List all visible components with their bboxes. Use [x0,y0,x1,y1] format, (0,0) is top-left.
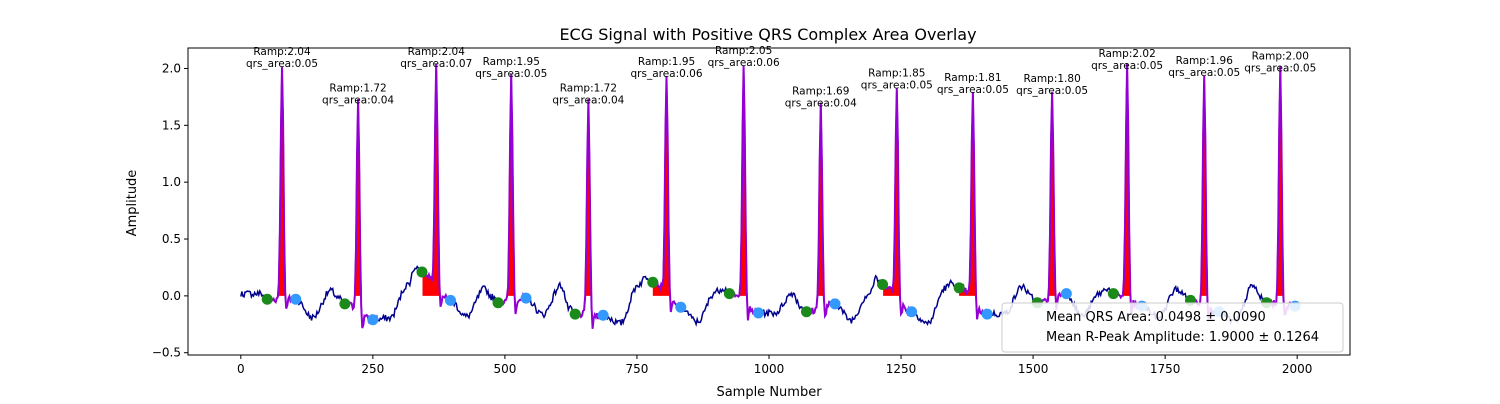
x-tick-label: 2000 [1282,362,1313,376]
qrs-area-label: qrs_area:0.05 [475,68,547,80]
y-tick-label: −0.5 [152,346,181,360]
ramp-label: Ramp:1.95 [638,56,695,68]
qrs-offset-marker [367,314,379,326]
x-axis-label: Sample Number [716,385,822,400]
qrs-offset-marker [675,301,687,313]
qrs-area-label: qrs_area:0.05 [937,84,1009,96]
ramp-label: Ramp:1.96 [1176,55,1234,67]
qrs-onset-marker [416,266,428,278]
qrs-onset-marker [492,297,504,309]
qrs-area-label: qrs_area:0.04 [785,98,857,110]
qrs-onset-marker [877,279,889,291]
qrs-area-label: qrs_area:0.05 [1244,62,1316,74]
qrs-offset-marker [829,298,841,310]
qrs-offset-marker [597,309,609,321]
qrs-area-label: qrs_area:0.07 [400,58,472,70]
x-axis-ticks: 0 250 500 750 1000 1250 1500 1750 2000 [237,355,1312,376]
qrs-onset-marker [1107,288,1119,300]
x-tick-label: 250 [361,362,384,376]
qrs-onset-marker [261,293,273,305]
legend-entry-mean-qrs-area: Mean QRS Area: 0.0498 ± 0.0090 [1046,310,1266,325]
qrs-onset-marker [569,308,581,320]
qrs-area-fill [1037,92,1066,296]
ramp-label: Ramp:2.02 [1098,48,1155,60]
ramp-label: Ramp:1.80 [1023,73,1080,85]
ramp-label: Ramp:1.95 [483,56,540,68]
qrs-area-fill [807,102,835,296]
qrs-area-label: qrs_area:0.05 [1091,60,1163,72]
legend-entry-mean-r-peak: Mean R-Peak Amplitude: 1.9000 ± 0.1264 [1046,330,1319,345]
y-tick-label: 0.0 [162,289,181,303]
ecg-signal-line [240,63,1298,329]
x-tick-label: 0 [237,362,245,376]
y-tick-label: 0.5 [162,232,181,246]
x-tick-label: 500 [493,362,516,376]
y-tick-label: 2.0 [162,61,181,75]
qrs-area-label: qrs_area:0.04 [552,94,624,106]
qrs-area-fill [883,88,912,296]
chart-title: ECG Signal with Positive QRS Complex Are… [559,25,976,44]
y-axis-label: Amplitude [125,170,140,237]
ramp-label: Ramp:2.00 [1252,50,1309,62]
y-tick-label: 1.5 [162,118,181,132]
qrs-area-label: qrs_area:0.06 [631,68,703,80]
qrs-offset-marker [906,306,918,318]
qrs-offset-marker [520,292,532,304]
legend-box [1001,302,1344,353]
ramp-label: Ramp:1.69 [792,86,849,98]
qrs-area-label: qrs_area:0.05 [861,80,933,92]
qrs-area-fill [959,92,987,296]
qrs-area-label: qrs_area:0.04 [322,94,394,106]
qrs-onset-marker [647,276,659,288]
qrs-onset-marker [801,306,813,318]
qrs-onset-marker [953,282,965,294]
qrs-area-fill [1113,63,1142,296]
x-tick-label: 1000 [754,362,785,376]
qrs-area-fill [1266,66,1296,296]
ramp-label: Ramp:2.05 [715,45,772,57]
x-tick-label: 1250 [886,362,917,376]
ramp-label: Ramp:1.85 [868,68,925,80]
ramp-label: Ramp:1.72 [329,82,386,94]
qrs-onset-marker [723,288,735,300]
signal-layer [240,63,1298,329]
qrs-segment-line [421,63,451,307]
qrs-area-layer [267,63,1296,296]
qrs-offset-marker [1060,288,1072,300]
qrs-offset-marker [290,293,302,305]
x-tick-label: 1750 [1150,362,1181,376]
qrs-offset-marker [752,307,764,319]
qrs-onset-marker [339,298,351,310]
annotation-layer: Ramp:2.04qrs_area:0.05Ramp:1.72qrs_area:… [246,45,1316,110]
qrs-area-fill [422,64,450,296]
ramp-label: Ramp:1.72 [560,82,617,94]
y-tick-label: 1.0 [162,175,181,189]
qrs-area-label: qrs_area:0.05 [246,58,318,70]
ramp-label: Ramp:2.04 [253,46,311,58]
qrs-area-label: qrs_area:0.05 [1016,85,1088,97]
ramp-label: Ramp:1.81 [944,72,1001,84]
qrs-area-fill [729,66,759,296]
legend: Mean QRS Area: 0.0498 ± 0.0090 Mean R-Pe… [1001,302,1344,353]
qrs-area-fill [267,66,296,296]
x-tick-label: 750 [626,362,649,376]
qrs-offset-marker [981,308,993,320]
y-axis-ticks: −0.5 0.0 0.5 1.0 1.5 2.0 [152,61,188,360]
x-tick-label: 1500 [1018,362,1049,376]
ramp-label: Ramp:2.04 [408,46,466,58]
qrs-area-label: qrs_area:0.06 [708,57,780,69]
qrs-segment-layer [266,63,1296,329]
qrs-area-fill [1190,76,1219,296]
qrs-area-fill [652,76,681,296]
qrs-offset-marker [445,294,457,306]
qrs-area-label: qrs_area:0.05 [1168,67,1240,79]
